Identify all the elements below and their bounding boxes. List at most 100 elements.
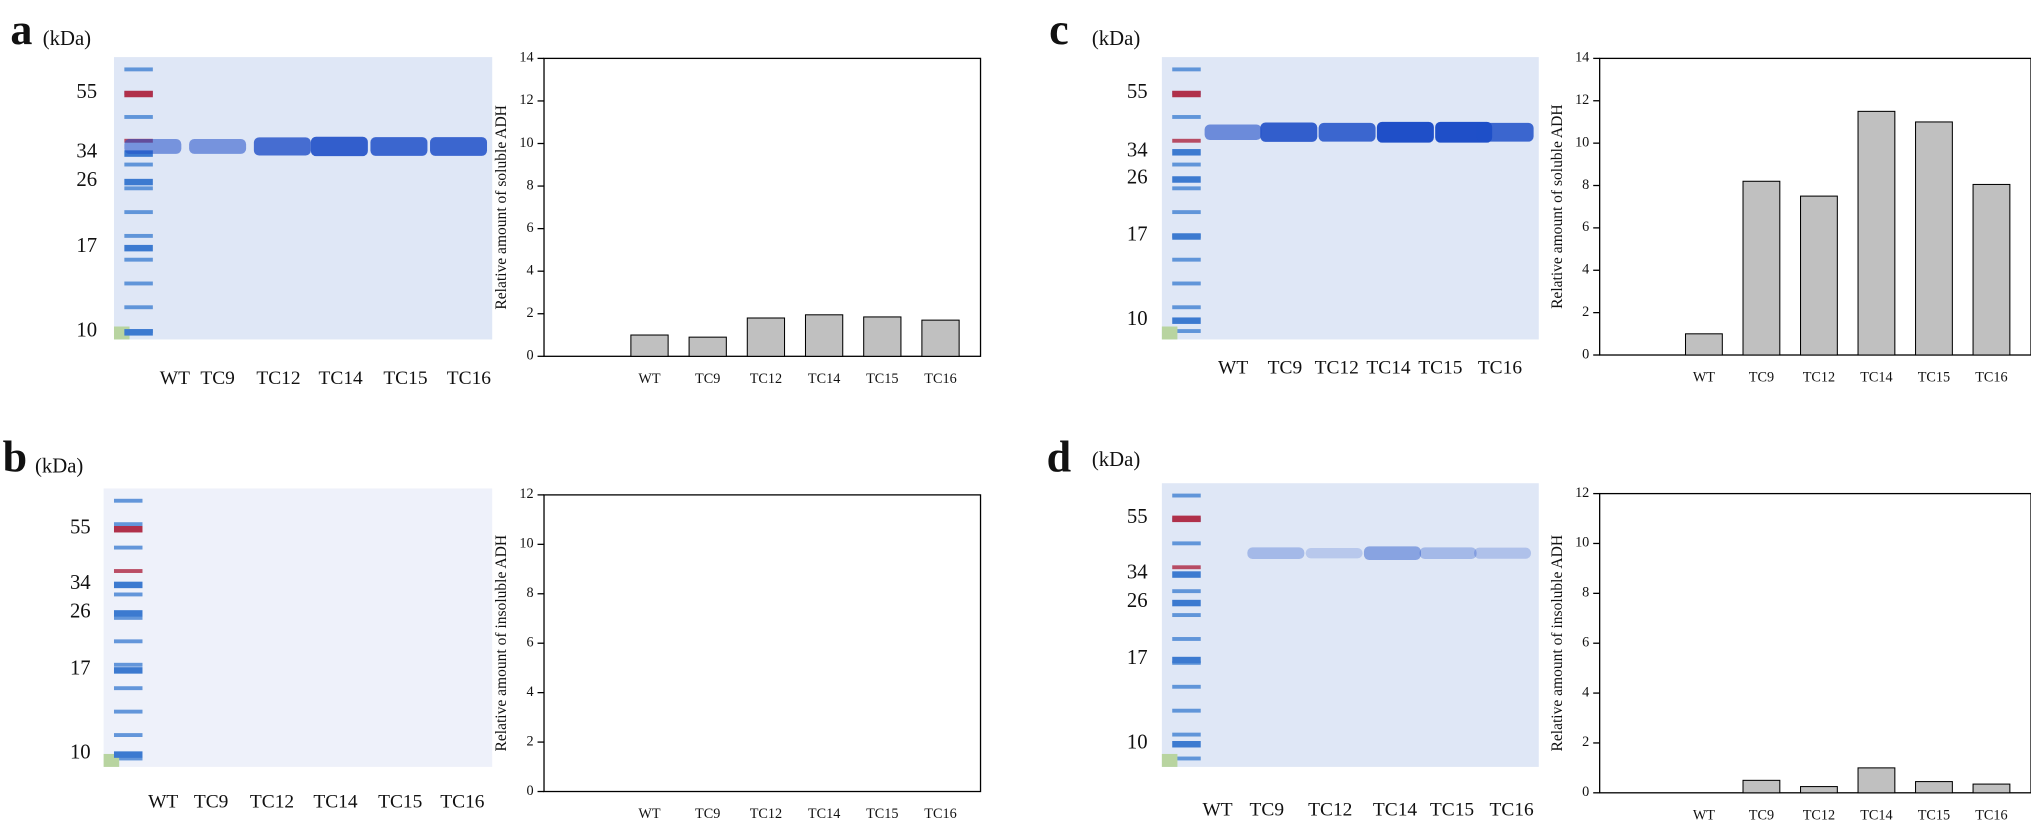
bar [1684,333,1723,356]
bar [1915,781,1953,794]
ladder-band [1172,90,1201,98]
y-axis-label: Relative amount of soluble ADH [1549,104,1566,308]
lane-label: TC14 [319,368,364,389]
protein-band [253,137,311,156]
ladder-band [1172,281,1201,286]
bar [1857,767,1896,794]
panel-letter: c [1049,5,1069,54]
protein-band [1260,122,1318,142]
y-tick-label: 14 [519,50,533,66]
ladder-band [1172,684,1201,689]
bar [1742,779,1781,794]
marker-label: 34 [70,572,91,594]
x-tick-label: TC9 [1749,370,1774,386]
lane-label: TC15 [1418,358,1462,379]
unit-label: (kDa) [35,455,83,477]
unit-label: (kDa) [43,28,91,50]
plot-frame [1599,492,2031,794]
x-tick-label: TC15 [1918,370,1950,386]
ladder-band [124,115,153,119]
bar [746,317,786,357]
lane-label: TC16 [1489,799,1534,820]
x-tick-label: WT [638,371,660,387]
ladder-band [124,90,153,98]
lane-label: TC16 [447,368,492,389]
ladder-band [124,329,153,336]
ladder-band [1172,756,1201,761]
ladder-band [113,581,143,589]
marker-label: 26 [76,169,97,191]
gel-image [1161,57,1539,340]
lane-label: WT [148,792,178,813]
y-tick-label: 4 [527,684,534,700]
x-tick-label: TC12 [750,806,782,822]
ladder-band [1172,613,1201,618]
y-tick-label: 6 [1582,219,1589,235]
lane-label: WT [160,368,190,389]
ladder-band [1172,233,1201,240]
ladder-band [1172,162,1201,167]
ladder-band [113,751,143,758]
marker-label: 17 [1127,647,1148,669]
ladder-band [1172,138,1201,143]
protein-band [1318,122,1376,142]
marker-label: 10 [70,742,91,764]
panel-letter: d [1047,432,1071,481]
bar [1972,183,2011,356]
marker-label: 55 [1127,81,1148,103]
y-axis-label: Relative amount of insoluble ADH [1549,535,1566,752]
y-tick-label: 0 [527,348,534,364]
y-tick-label: 0 [1582,784,1589,800]
ladder-band [113,662,143,667]
bar [688,336,727,357]
gel-image [113,57,493,340]
ladder-band [1172,493,1201,498]
lane-label: WT [1218,358,1248,379]
y-axis-label: Relative amount of insoluble ADH [493,535,510,752]
protein-band [1474,547,1532,559]
x-tick-label: TC9 [695,806,720,822]
protein-band [310,136,368,157]
panel-letter: a [10,5,32,54]
marker-label: 34 [1127,562,1148,584]
lane-label: TC15 [378,792,422,813]
x-tick-label: TC15 [866,371,898,387]
marker-label: 55 [76,81,97,103]
ladder-band [1172,115,1201,119]
lane-label: TC14 [1373,799,1418,820]
ladder-band [113,522,143,527]
ladder-band [124,233,153,238]
ladder-band [1172,599,1201,607]
marker-label: 10 [1127,731,1148,753]
marker-label: 26 [1127,590,1148,612]
ladder-band [1172,656,1201,664]
marker-label: 26 [1127,167,1148,189]
x-tick-label: TC14 [1860,807,1892,823]
lane-label: TC9 [194,792,229,813]
panel-letter: b [3,432,27,481]
marker-label: 10 [76,319,97,341]
lane-label: TC16 [1478,358,1523,379]
y-tick-label: 4 [527,262,534,278]
protein-band [1376,121,1434,143]
x-tick-label: TC9 [1749,807,1774,823]
bar [1800,786,1838,794]
marker-label: 17 [76,235,97,257]
ladder-band [113,686,143,691]
ladder-band [113,756,143,761]
y-tick-label: 8 [527,585,534,601]
y-tick-label: 8 [1582,585,1589,601]
marker-label: 55 [1127,506,1148,528]
lane-label: TC9 [200,368,235,389]
x-tick-label: TC16 [924,806,956,822]
lane-label: TC12 [250,792,294,813]
protein-band [124,139,182,154]
ladder-band [1172,329,1201,333]
ladder-band [124,305,153,310]
y-tick-label: 6 [1582,634,1589,650]
ladder-band [124,244,153,252]
ladder-band [113,592,143,597]
ladder-band [124,210,153,215]
plot-frame [543,57,982,357]
